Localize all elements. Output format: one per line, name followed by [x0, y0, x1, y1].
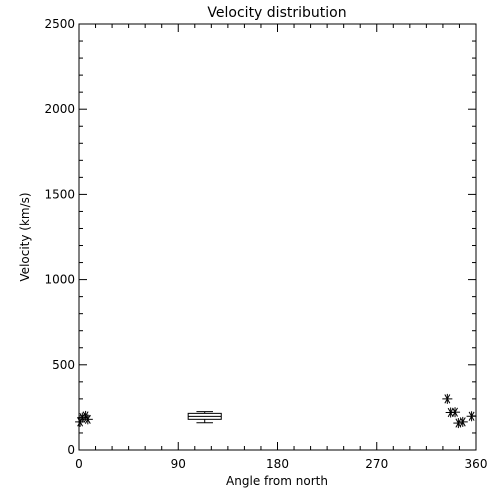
x-axis-ticks: 0 90 180 270 360 — [75, 24, 487, 471]
y-tick-label: 2500 — [44, 17, 75, 31]
y-tick-label: 1500 — [44, 187, 75, 201]
y-axis-label: Velocity (km/s) — [18, 192, 32, 281]
chart-title: Velocity distribution — [207, 5, 346, 21]
plot-frame — [78, 23, 477, 451]
x-tick-label: 180 — [266, 457, 289, 471]
velocity-boxplot — [187, 411, 222, 424]
x-tick-label: 0 — [75, 457, 83, 471]
x-tick-label: 360 — [465, 457, 488, 471]
x-tick-label: 90 — [171, 457, 186, 471]
data-point — [450, 407, 461, 418]
y-tick-label: 0 — [67, 443, 75, 457]
x-axis-label: Angle from north — [226, 474, 328, 488]
y-tick-label: 1000 — [44, 273, 75, 287]
y-tick-label: 2000 — [44, 102, 75, 116]
data-point — [457, 416, 468, 427]
y-tick-label: 500 — [52, 358, 75, 372]
data-point — [82, 414, 93, 425]
scatter-points — [75, 393, 477, 429]
x-tick-label: 270 — [365, 457, 388, 471]
data-point — [466, 411, 477, 422]
data-point — [442, 393, 453, 404]
y-axis-ticks: 0 500 1000 1500 2000 2500 — [44, 17, 476, 457]
